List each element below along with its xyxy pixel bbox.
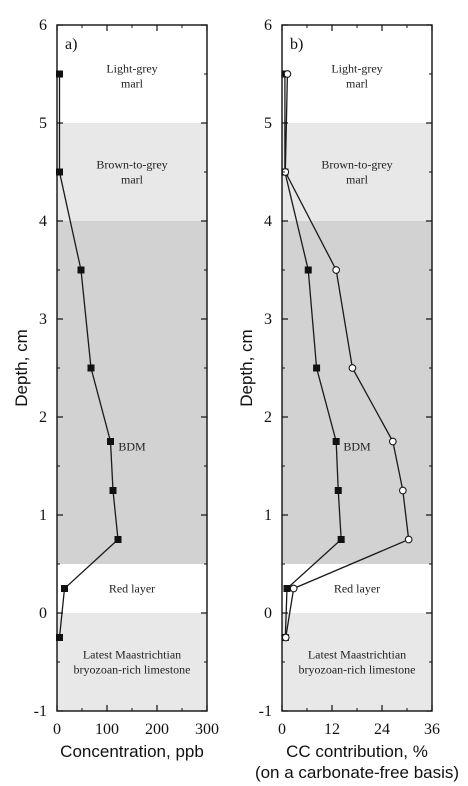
layer-label: BDM: [343, 439, 371, 453]
panel-label: a): [65, 36, 77, 53]
y-tick-label: 0: [264, 605, 272, 622]
layer-band: [57, 123, 207, 221]
y-tick-label: 2: [264, 409, 272, 426]
layer-label: Red layer: [109, 582, 155, 596]
y-tick-label: 2: [39, 409, 47, 426]
data-point-square: [87, 364, 95, 372]
data-point-circle: [404, 535, 413, 544]
data-point-circle: [332, 266, 341, 274]
layer-label: Red layer: [334, 582, 380, 596]
y-tick-label: -1: [34, 703, 47, 720]
layer-label: BDM: [118, 439, 146, 453]
layer-band: [282, 564, 432, 613]
x-axis-title: CC contribution, %: [286, 742, 428, 761]
layer-label: Light-grey: [331, 61, 382, 75]
layer-label: Latest Maastrichtian: [308, 648, 406, 662]
data-point-square: [313, 364, 321, 372]
layer-band: [282, 25, 432, 123]
x-tick-label: 0: [53, 721, 61, 738]
layer-label: Latest Maastrichtian: [83, 648, 181, 662]
layer-label: Brown-to-grey: [96, 158, 167, 172]
layer-label: marl: [121, 76, 144, 90]
x-tick-label: 0: [278, 721, 286, 738]
data-point-square: [61, 585, 68, 592]
y-tick-label: 5: [264, 115, 272, 132]
layer-label: Brown-to-grey: [321, 158, 392, 172]
layer-band: [57, 25, 207, 123]
data-point-circle: [283, 70, 292, 78]
data-point-circle: [388, 437, 397, 446]
layer-label: bryozoan-rich limestone: [299, 663, 416, 677]
data-point-square: [77, 266, 85, 274]
data-point-square: [332, 438, 340, 445]
data-point-square: [109, 487, 117, 494]
data-point-circle: [281, 633, 290, 642]
panel-label: b): [290, 36, 303, 53]
data-point-square: [56, 634, 63, 641]
x-axis-title: Concentration, ppb: [60, 742, 204, 761]
layer-label: marl: [346, 173, 369, 187]
y-tick-label: 3: [264, 311, 272, 328]
y-axis-title: Depth, cm: [237, 329, 256, 406]
y-tick-label: 0: [39, 605, 47, 622]
data-point-circle: [398, 486, 407, 495]
y-tick-label: 3: [39, 311, 47, 328]
y-axis-title: Depth, cm: [12, 329, 31, 406]
layer-label: marl: [121, 173, 144, 187]
data-point-circle: [289, 584, 298, 593]
data-point-square: [304, 266, 312, 274]
y-tick-label: 4: [264, 213, 272, 230]
y-tick-label: 6: [39, 17, 47, 34]
layer-label: Light-grey: [106, 61, 157, 75]
x-axis-title-line2: (on a carbonate-free basis): [255, 763, 459, 782]
y-tick-label: -1: [259, 703, 272, 720]
layer-band: [282, 221, 432, 564]
layer-band: [57, 613, 207, 711]
y-tick-label: 1: [39, 507, 47, 524]
y-tick-label: 6: [264, 17, 272, 34]
layer-band: [282, 123, 432, 221]
y-tick-label: 1: [264, 507, 272, 524]
x-tick-label: 100: [95, 721, 119, 738]
data-point-square: [107, 438, 114, 445]
data-point-square: [283, 585, 291, 592]
x-tick-label: 24: [374, 721, 390, 738]
data-point-square: [334, 487, 342, 494]
x-tick-label: 200: [145, 721, 169, 738]
y-tick-label: 5: [39, 115, 47, 132]
x-tick-label: 12: [324, 721, 340, 738]
layer-band: [282, 613, 432, 711]
x-tick-label: 36: [424, 721, 440, 738]
data-point-square: [337, 536, 345, 543]
data-point-circle: [348, 364, 357, 372]
layer-label: bryozoan-rich limestone: [74, 663, 191, 677]
x-tick-label: 300: [195, 721, 219, 738]
data-point-square: [114, 536, 122, 543]
y-tick-label: 4: [39, 213, 47, 230]
layer-label: marl: [346, 76, 369, 90]
